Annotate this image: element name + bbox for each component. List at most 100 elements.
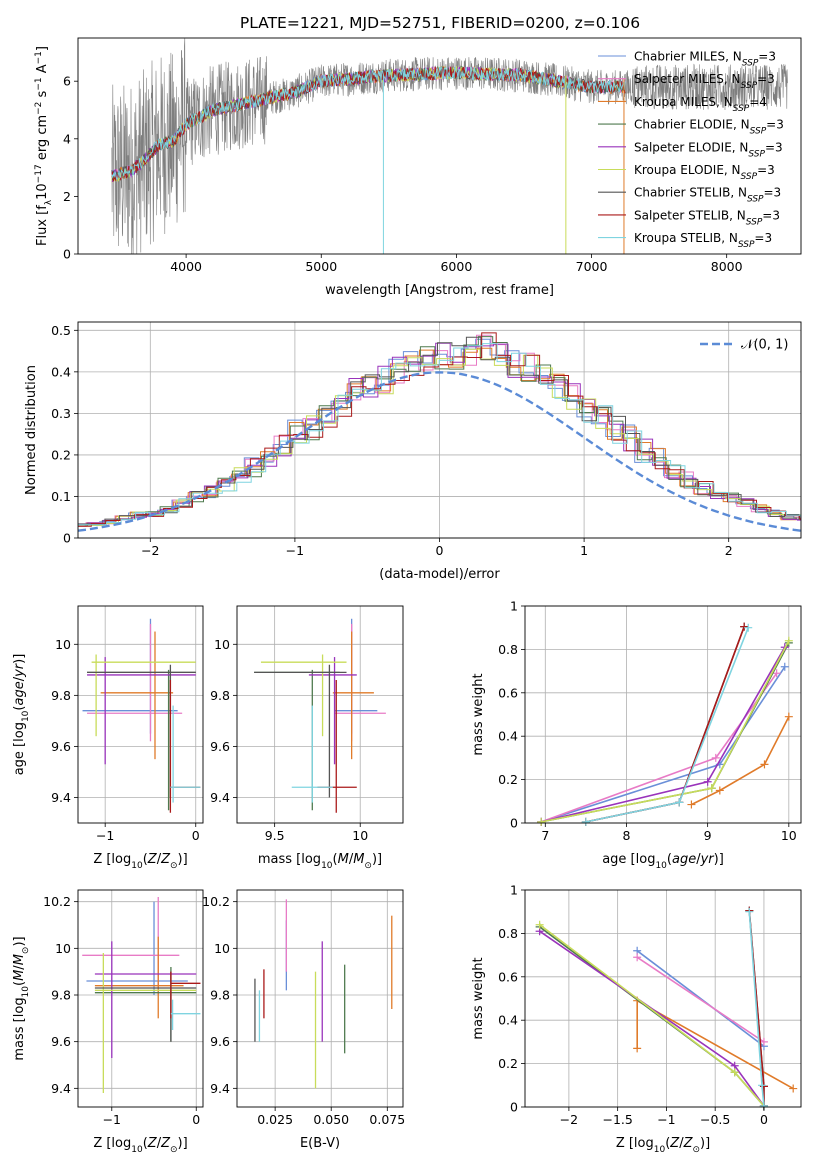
weight-line (541, 640, 790, 823)
y-tick-label: 0.6 (498, 685, 518, 700)
weight-marker (780, 662, 789, 671)
x-tick-label: 4000 (170, 259, 202, 274)
weight-marker (744, 623, 753, 632)
histogram-chabrier-miles (78, 338, 801, 526)
weight-marker (687, 800, 696, 809)
x-tick-label: 1 (580, 543, 588, 558)
y-tick-label: 0.2 (498, 772, 518, 787)
x-tick-label: 10 (352, 828, 368, 843)
x-tick-label: −1 (96, 828, 114, 843)
weight-marker (711, 753, 720, 762)
weight-marker (757, 1081, 766, 1090)
y-tick-label: 0.2 (51, 447, 71, 462)
weight-marker (715, 786, 724, 795)
legend-label: Kroupa STELIB, NSSP=3 (634, 231, 772, 250)
y-tick-label: 9.8 (51, 988, 71, 1003)
y-tick-label: 9.8 (210, 688, 230, 703)
weight-marker (730, 1068, 739, 1077)
y-tick-label: 9.8 (51, 688, 71, 703)
y-tick-label: 9.8 (210, 988, 230, 1003)
y-axis-label: mass weight (471, 957, 486, 1039)
x-tick-label: −1.5 (602, 1112, 632, 1127)
y-tick-label: 0.3 (51, 406, 71, 421)
figure-title: PLATE=1221, MJD=52751, FIBERID=0200, z=0… (240, 14, 640, 32)
x-tick-label: 0.050 (313, 1112, 349, 1127)
x-axis-label: wavelength [Angstrom, rest frame] (325, 283, 554, 298)
legend-label: 𝒩(0, 1) (741, 338, 788, 353)
model-spectrum-kroupa-stelib (111, 66, 626, 181)
y-tick-label: 10.2 (202, 894, 230, 909)
x-axis-label: age [log10(age/yr)] (602, 852, 724, 871)
x-tick-label: 7 (541, 828, 549, 843)
y-tick-label: 0.2 (498, 1056, 518, 1071)
weight-marker (675, 798, 684, 807)
x-tick-label: 0.025 (257, 1112, 293, 1127)
weight-marker (745, 907, 754, 916)
y-tick-label: 10 (55, 941, 71, 956)
weight-marker (789, 1084, 798, 1093)
y-tick-label: 9.6 (51, 1034, 71, 1049)
y-axis-label: Normed distribution (24, 365, 39, 495)
y-tick-label: 9.4 (210, 790, 230, 805)
weight-marker (760, 760, 769, 769)
y-tick-label: 0.4 (498, 1013, 518, 1028)
y-tick-label: 9.6 (210, 739, 230, 754)
weight-line (636, 950, 765, 1047)
x-tick-label: 0 (436, 543, 444, 558)
weight-marker (581, 817, 590, 826)
y-tick-label: 9.4 (51, 790, 71, 805)
legend-label: Chabrier ELODIE, NSSP=3 (634, 118, 784, 137)
weight-marker (772, 669, 781, 678)
y-tick-label: 10 (214, 637, 230, 652)
weight-marker (537, 817, 546, 826)
x-tick-label: −1 (286, 543, 304, 558)
x-tick-label: −1 (657, 1112, 675, 1127)
weight-line (748, 911, 765, 1106)
weight-marker (759, 1037, 768, 1046)
y-tick-label: 10 (55, 637, 71, 652)
x-axis-label: mass [log10(M/M⊙)] (258, 852, 382, 871)
y-tick-label: 0 (63, 247, 71, 262)
legend-label: Salpeter MILES, NSSP=3 (634, 72, 775, 91)
residual-histogram-panel: −2 −1 0 1 2 0 0.1 0.2 0.3 0.4 0.5 (data-model)/erro… (24, 321, 802, 582)
y-tick-label: 9.6 (210, 1034, 230, 1049)
weight-marker (633, 953, 642, 962)
weight-marker (740, 622, 749, 631)
x-axis-label: Z [log10(Z/Z⊙)] (93, 852, 187, 871)
y-tick-label: 0.4 (498, 729, 518, 744)
x-axis-label: Z [log10(Z/Z⊙)] (93, 1136, 187, 1155)
x-tick-label: 0 (192, 1112, 200, 1127)
y-tick-label: 0 (510, 1100, 518, 1115)
axes-frame (77, 37, 802, 255)
y-tick-label: 0.8 (498, 642, 518, 657)
axes-frame (236, 605, 404, 824)
histogram-salpeter-elodie (78, 342, 801, 525)
y-tick-label: 4 (63, 131, 71, 146)
y-tick-label: 0 (510, 816, 518, 831)
legend-label: Kroupa MILES, NSSP=4 (634, 95, 767, 114)
x-tick-label: 2 (725, 543, 733, 558)
legend-label: Chabrier MILES, NSSP=3 (634, 50, 776, 69)
weight-marker (535, 920, 544, 929)
y-tick-label: 0.4 (51, 364, 71, 379)
x-tick-label: −1 (103, 1112, 121, 1127)
y-tick-label: 0.5 (51, 323, 71, 338)
age-vs-mass-panel: 9.5 10 9.4 9.6 9.8 10 mass [log10(M/M⊙)] (210, 605, 404, 871)
x-tick-label: 8000 (711, 259, 743, 274)
x-tick-label: −0.5 (700, 1112, 730, 1127)
x-tick-label: 5000 (305, 259, 337, 274)
y-tick-label: 10.2 (43, 894, 71, 909)
y-tick-label: 10 (214, 941, 230, 956)
histogram-salpeter-miles (78, 334, 801, 527)
y-tick-label: 9.4 (51, 1081, 71, 1096)
weight-vs-metallicity-panel: −2 −1.5 −1 −0.5 0 0 0.2 0.4 0.6 0.8 1 Z [log10(Z/Z⊙… (471, 883, 802, 1155)
y-tick-label: 9.4 (210, 1081, 230, 1096)
y-axis-label: Flux [fλ10−17 erg cm−2 s−1 A−1] (34, 46, 54, 246)
x-tick-label: 7000 (576, 259, 608, 274)
weight-marker (707, 784, 716, 793)
y-axis-label: age [log10(age/yr)] (12, 654, 31, 776)
x-tick-label: 10 (781, 828, 797, 843)
weight-line (540, 672, 778, 823)
weight-line (585, 627, 749, 823)
